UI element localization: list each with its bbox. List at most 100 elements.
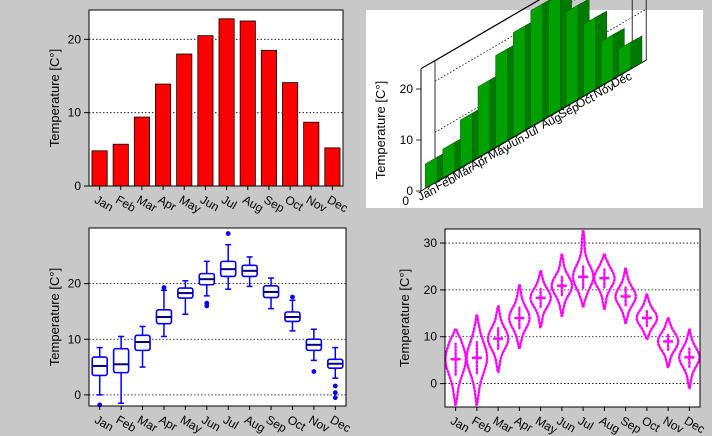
violin-aug-outline <box>592 253 616 310</box>
box-dec-outlier <box>332 395 338 401</box>
box-nov-outlier <box>311 369 317 374</box>
bar-may-front <box>495 48 508 148</box>
bar-jun-front <box>512 25 526 138</box>
plot-frame <box>444 228 701 408</box>
box-jun-outlier <box>204 300 210 306</box>
y-tick-label: 0 <box>430 377 437 391</box>
bar-may <box>176 53 193 187</box>
box-sep <box>262 277 280 310</box>
y-tick-label: 10 <box>68 332 82 346</box>
bar-apr-front <box>477 79 491 159</box>
box-oct <box>284 294 301 332</box>
y-tick-label: 20 <box>400 82 414 96</box>
box-jan <box>91 346 109 408</box>
y-tick-label: 0 <box>406 184 413 198</box>
x-tick-label-jul: Jul <box>521 123 541 142</box>
x-tick-label-dec: Dec <box>325 192 350 215</box>
box-jan-outlier <box>97 402 103 408</box>
bar-mar <box>133 116 150 187</box>
x-tick <box>603 83 607 88</box>
plot-area <box>445 229 700 407</box>
x-tick <box>480 154 483 160</box>
x-tick-label-jan: Jan <box>92 412 116 434</box>
violin-aug <box>592 253 616 310</box>
y-axis-label: Temperature [C°] <box>47 268 62 366</box>
violin-may <box>529 270 553 329</box>
violin-may-outline <box>529 270 553 329</box>
bar-jun <box>197 35 214 187</box>
y-axis-label: Temperature [C°] <box>373 81 388 179</box>
x-axis-line <box>420 67 633 192</box>
violin-apr-outline <box>508 284 531 350</box>
x-tick-label-jan: Jan <box>448 413 472 435</box>
violin-sep <box>614 267 638 324</box>
box-edge-top-front <box>420 0 540 69</box>
box-aug <box>241 256 258 288</box>
box-oct-outlier <box>290 294 295 300</box>
violin-jun-outline <box>550 253 574 317</box>
bar-sep <box>260 49 277 187</box>
box-back-wall <box>434 0 647 184</box>
y-tick-label: 30 <box>424 236 438 250</box>
box-jul <box>219 231 237 290</box>
x-tick <box>533 124 536 129</box>
bar-apr <box>155 83 172 187</box>
x-tick-label-oct: Oct <box>639 413 663 435</box>
bar-dec <box>324 147 341 187</box>
box-nov <box>305 328 323 374</box>
bar-jul <box>218 18 235 187</box>
y-tick-label: 10 <box>424 330 438 344</box>
x-tick-label-apr: Apr <box>512 413 535 434</box>
x-tick <box>568 103 571 108</box>
bar-sep-front <box>565 4 579 107</box>
bar-aug <box>239 20 256 187</box>
violin-apr <box>508 284 531 350</box>
violin-jan <box>444 328 468 406</box>
violin-mar <box>486 305 510 374</box>
y-axis-label: Temperature [C°] <box>47 49 62 147</box>
violin-oct <box>635 293 659 341</box>
violin-sep-outline <box>614 267 638 324</box>
x-tick-label-oct: Oct <box>283 192 307 214</box>
box-feb <box>112 335 130 404</box>
violin-dec <box>677 328 701 390</box>
box-edge-top-left <box>420 60 436 69</box>
bar-nov <box>303 121 320 187</box>
violin-nov-outline <box>656 316 680 369</box>
x-tick-label-jan: Jan <box>92 192 116 214</box>
violin-feb <box>465 314 489 406</box>
x-tick-label-jun: Jun <box>198 192 222 214</box>
x-tick <box>445 175 448 180</box>
violin-jan-outline <box>444 328 468 406</box>
x-tick <box>497 144 501 149</box>
violin-jul <box>571 230 595 308</box>
box-dec-outlier <box>332 383 338 389</box>
box-apr <box>155 285 173 338</box>
violin-nov <box>656 316 680 369</box>
box-jun <box>198 260 216 309</box>
x-tick-label-jul: Jul <box>221 412 241 432</box>
violin-dec-outline <box>677 328 701 390</box>
bar-oct <box>282 82 299 187</box>
y-tick-label: 20 <box>424 283 438 297</box>
y-tick-label: 20 <box>68 277 82 291</box>
violin-oct-outline <box>635 293 659 341</box>
y-tick-label: 0 <box>74 179 81 193</box>
box-jul-outlier <box>225 231 231 236</box>
x-tick-label-jun: Jun <box>554 413 578 435</box>
x-tick-label-oct: Oct <box>285 412 309 434</box>
bar-jun <box>512 19 537 138</box>
x-tick-label-jul: Jul <box>576 413 596 433</box>
bar-jul-front <box>530 3 544 128</box>
bar-dec <box>618 35 643 77</box>
y-tick-label: 10 <box>400 133 414 147</box>
box-apr-outlier <box>161 285 167 290</box>
x-tick <box>550 113 554 119</box>
x-tick <box>462 165 466 170</box>
y-tick-label: 0 <box>74 388 81 402</box>
x-tick-label-apr: Apr <box>156 412 179 433</box>
bar-oct-front <box>583 16 596 97</box>
